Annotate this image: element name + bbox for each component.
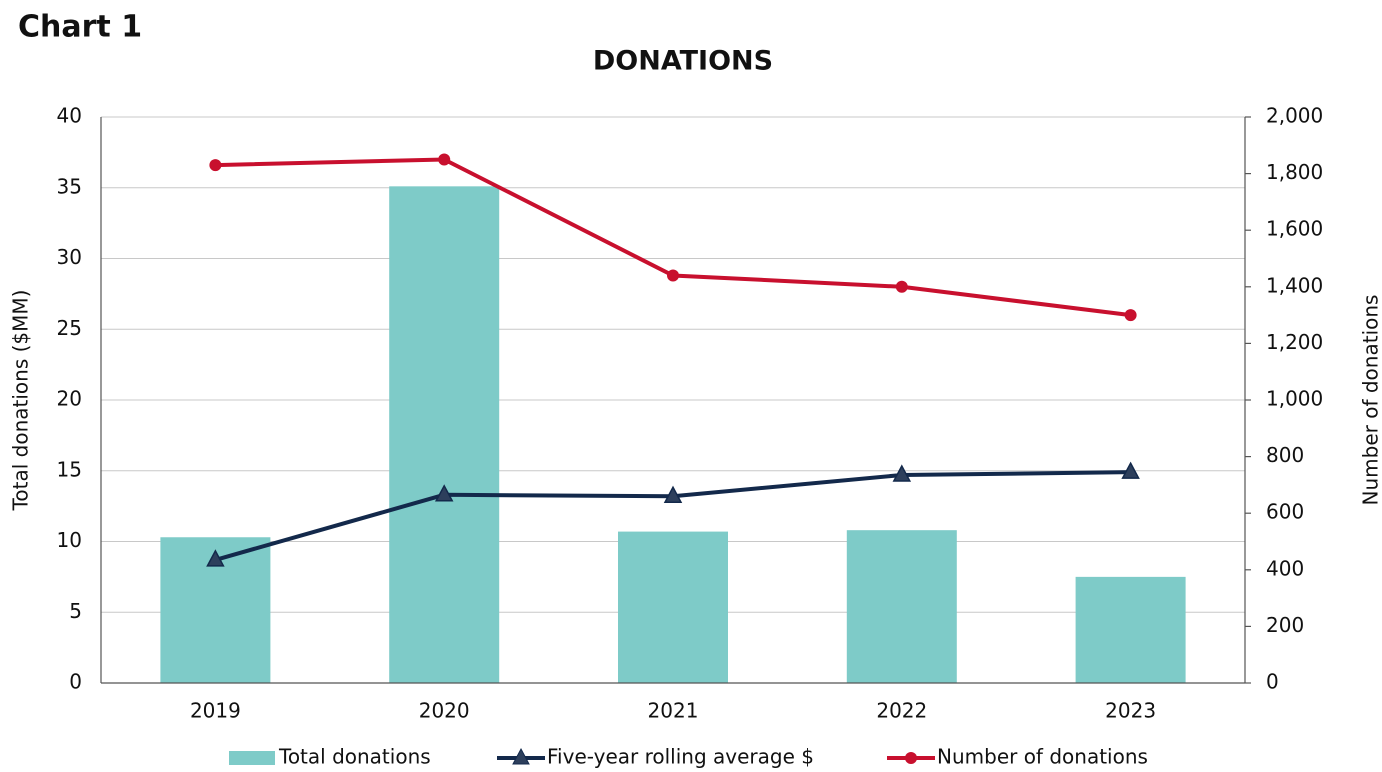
- bar: [618, 531, 728, 683]
- legend-label: Number of donations: [937, 745, 1148, 769]
- marker: [667, 269, 679, 282]
- marker: [209, 159, 222, 172]
- legend-marker: [905, 752, 917, 764]
- legend-swatch: [229, 751, 275, 765]
- y2-tick-label: 1,600: [1266, 217, 1323, 241]
- chart-title: DONATIONS: [593, 46, 773, 77]
- y2-tick-label: 1,800: [1266, 160, 1323, 184]
- marker: [892, 464, 912, 482]
- y2-tick-label: 1,400: [1266, 273, 1323, 297]
- y-axis-label: Total donations ($MM): [9, 290, 33, 512]
- chart-heading: Chart 1: [18, 10, 142, 45]
- y-tick-label: 20: [57, 387, 82, 411]
- x-tick-label: 2022: [876, 699, 927, 723]
- y2-tick-label: 800: [1266, 443, 1304, 467]
- x-tick-label: 2019: [190, 699, 241, 723]
- y-tick-label: 30: [57, 245, 82, 269]
- marker: [438, 153, 451, 166]
- y2-tick-label: 400: [1266, 556, 1304, 580]
- marker: [206, 549, 225, 567]
- x-tick-label: 2021: [648, 699, 699, 723]
- bar: [1075, 576, 1186, 683]
- y-tick-label: 10: [57, 528, 82, 552]
- legend-label: Five-year rolling average $: [547, 745, 814, 769]
- bar: [389, 186, 500, 683]
- y-tick-label: 0: [69, 670, 82, 694]
- x-tick-label: 2020: [419, 699, 470, 723]
- y-tick-label: 15: [57, 457, 82, 481]
- y2-tick-label: 600: [1266, 500, 1304, 524]
- y-tick-label: 25: [57, 316, 82, 340]
- x-tick-label: 2023: [1105, 699, 1156, 723]
- legend-marker: [512, 747, 530, 765]
- marker: [1124, 309, 1137, 322]
- bar: [846, 530, 957, 683]
- y-tick-label: 35: [57, 174, 82, 198]
- y2-axis-label: Number of donations: [1359, 295, 1382, 506]
- y-tick-label: 5: [69, 599, 82, 623]
- line: [215, 157, 1131, 318]
- y2-tick-label: 200: [1266, 613, 1304, 637]
- y2-tick-label: 0: [1266, 670, 1279, 694]
- marker: [663, 485, 683, 503]
- marker: [1121, 461, 1140, 479]
- marker: [895, 280, 908, 293]
- y2-tick-label: 1,200: [1266, 330, 1323, 354]
- y2-tick-label: 2,000: [1266, 104, 1323, 128]
- legend-label: Total donations: [278, 745, 431, 769]
- marker: [434, 484, 454, 502]
- y2-tick-label: 1,000: [1266, 387, 1323, 411]
- y-tick-label: 40: [57, 104, 82, 128]
